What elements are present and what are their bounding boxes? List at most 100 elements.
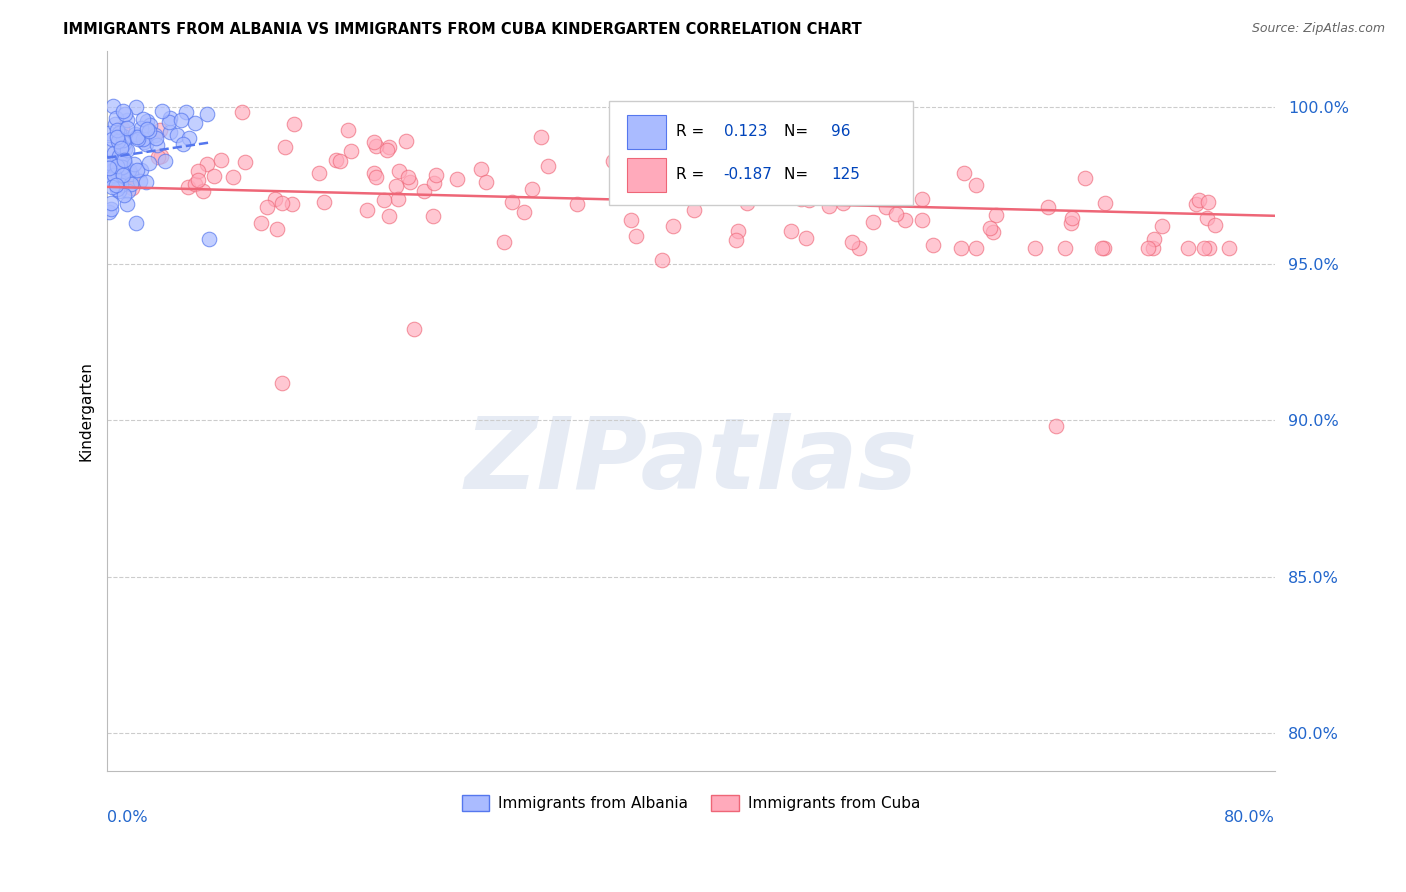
Point	[339, 145, 361, 159]
Point	[101, 180, 124, 194]
Point	[683, 203, 706, 218]
Point	[198, 231, 221, 245]
Point	[378, 210, 401, 224]
Point	[105, 159, 128, 173]
Point	[120, 167, 142, 181]
Point	[170, 112, 193, 127]
Point	[1024, 241, 1046, 255]
Point	[749, 160, 772, 174]
Point	[949, 241, 972, 255]
Point	[115, 197, 138, 211]
Point	[122, 157, 145, 171]
FancyBboxPatch shape	[609, 101, 912, 205]
Y-axis label: Kindergarten: Kindergarten	[79, 360, 93, 460]
Point	[176, 179, 198, 194]
Point	[114, 156, 136, 170]
Point	[112, 188, 135, 202]
Point	[108, 184, 131, 198]
Point	[422, 210, 444, 224]
Point	[157, 115, 180, 129]
Point	[1045, 419, 1067, 434]
Point	[475, 175, 498, 189]
Point	[138, 155, 160, 169]
Point	[1092, 241, 1115, 255]
Point	[97, 161, 120, 175]
Point	[121, 180, 143, 194]
Point	[984, 208, 1007, 222]
Point	[863, 136, 886, 150]
Point	[125, 163, 148, 178]
Point	[1143, 232, 1166, 246]
Point	[264, 192, 287, 206]
Point	[174, 105, 197, 120]
Point	[104, 111, 127, 125]
Point	[104, 178, 127, 193]
Point	[132, 135, 155, 149]
Point	[329, 154, 352, 169]
Point	[166, 128, 188, 142]
Point	[848, 241, 870, 255]
Point	[620, 212, 643, 227]
Point	[953, 166, 976, 180]
Point	[1074, 170, 1097, 185]
Point	[177, 130, 200, 145]
Point	[1204, 219, 1226, 233]
Point	[129, 163, 152, 178]
Point	[841, 235, 863, 249]
FancyBboxPatch shape	[627, 115, 666, 149]
Point	[100, 202, 122, 217]
Text: 125: 125	[831, 167, 860, 182]
Point	[818, 199, 841, 213]
Point	[101, 132, 124, 146]
Point	[965, 178, 987, 192]
Point	[110, 167, 132, 181]
Text: ZIPatlas: ZIPatlas	[464, 413, 918, 509]
Point	[97, 161, 120, 175]
Point	[100, 196, 122, 211]
Point	[388, 164, 411, 178]
Point	[875, 176, 897, 190]
Point	[101, 163, 124, 178]
Point	[127, 129, 149, 144]
Point	[117, 184, 139, 198]
Point	[112, 153, 135, 167]
Point	[537, 159, 560, 173]
Point	[356, 203, 378, 218]
Point	[135, 175, 157, 189]
Point	[363, 135, 385, 149]
Point	[107, 174, 129, 188]
Point	[1184, 196, 1206, 211]
Point	[425, 168, 447, 182]
Point	[1197, 194, 1219, 209]
Point	[377, 143, 399, 157]
Point	[1054, 241, 1077, 255]
Point	[530, 130, 553, 145]
Point	[108, 149, 131, 163]
Point	[120, 177, 142, 191]
Point	[193, 184, 215, 198]
Point	[138, 123, 160, 137]
Text: 0.123: 0.123	[724, 124, 768, 139]
Point	[446, 172, 468, 186]
Point	[325, 153, 347, 168]
Point	[884, 207, 907, 221]
Point	[209, 153, 232, 167]
Point	[135, 136, 157, 151]
Point	[281, 197, 304, 211]
Point	[111, 103, 134, 118]
Point	[891, 161, 914, 176]
Text: R =: R =	[676, 124, 709, 139]
Point	[110, 178, 132, 193]
Point	[115, 112, 138, 127]
Point	[112, 136, 135, 150]
Point	[111, 128, 134, 143]
Text: 0.0%: 0.0%	[107, 810, 148, 825]
Point	[1060, 216, 1083, 230]
Text: 96: 96	[831, 124, 851, 139]
Point	[494, 235, 516, 249]
Point	[965, 241, 987, 255]
Point	[256, 200, 278, 214]
Point	[911, 213, 934, 227]
Point	[135, 122, 157, 136]
Point	[117, 162, 139, 177]
